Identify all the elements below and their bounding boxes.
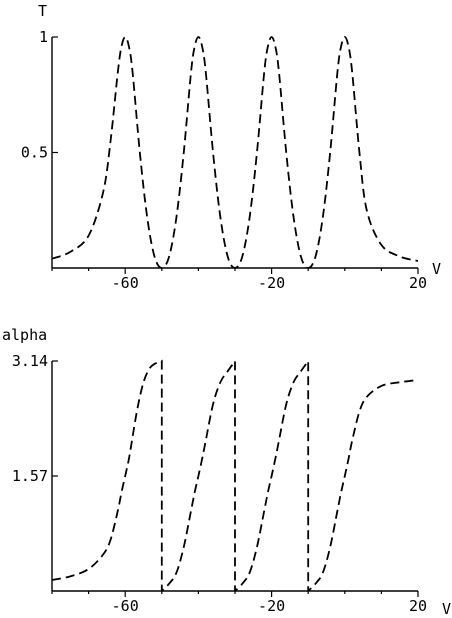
y-tick-label: 1.57 — [12, 467, 48, 485]
series-line — [52, 36, 418, 268]
y-tick-label: 1 — [39, 28, 48, 46]
x-tick-label: 20 — [409, 274, 427, 292]
x-tick-label: -20 — [258, 274, 285, 292]
y-tick-label: 3.14 — [12, 352, 48, 370]
phase-chart: alpha V -60 -20 20 1.57 3.14 — [2, 326, 451, 618]
x-tick-label: 20 — [409, 597, 427, 615]
x-tick-label: -20 — [258, 597, 285, 615]
y-axis-label: alpha — [2, 326, 47, 344]
x-tick-label: -60 — [112, 597, 139, 615]
transmission-chart: T V -60 -20 20 0.5 1 — [21, 2, 441, 292]
x-tick-label: -60 — [112, 274, 139, 292]
y-axis-label: T — [38, 2, 47, 20]
y-tick-label: 0.5 — [21, 144, 48, 162]
x-axis-label: V — [432, 260, 441, 278]
x-axis-label: V — [442, 600, 451, 618]
series-line — [52, 359, 418, 591]
